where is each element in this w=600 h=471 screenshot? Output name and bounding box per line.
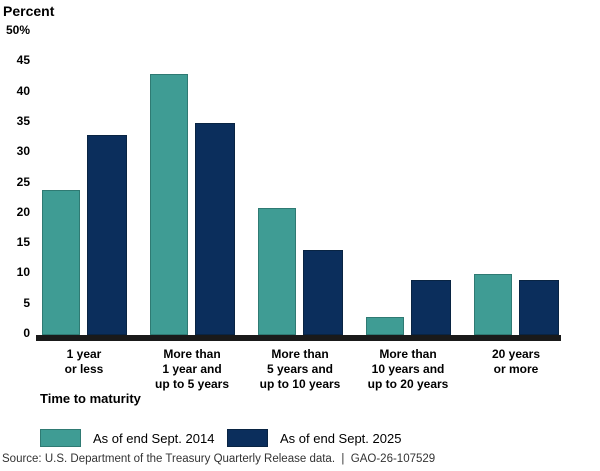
bar-sept-2014 (258, 208, 296, 335)
y-axis-title: Percent (3, 3, 55, 19)
source-note: Source: U.S. Department of the Treasury … (2, 453, 436, 465)
x-tick-label: More than 1 year and up to 5 years (132, 347, 252, 392)
y-tick-label: 50% (5, 23, 30, 37)
x-tick-label-line: 20 years (491, 347, 541, 361)
y-tick-label: 15 (16, 235, 30, 250)
legend-item: As of end Sept. 2014 (40, 429, 220, 449)
y-tick-label: 30 (16, 144, 30, 159)
bar-sept-2014 (42, 190, 80, 335)
bar-sept-2025 (195, 123, 235, 335)
x-tick-label-line: up to 5 years (154, 377, 230, 391)
x-tick-label-line: More than (379, 347, 437, 361)
bar-sept-2025 (87, 135, 127, 335)
x-tick-label-line: More than (163, 347, 221, 361)
x-tick-label-line: 10 years and (371, 362, 445, 376)
legend-label: As of end Sept. 2014 (93, 431, 215, 446)
bar-sept-2014 (366, 317, 404, 335)
y-tick-label: 45 (16, 53, 30, 68)
x-tick-label: 1 year or less (24, 347, 144, 377)
x-axis-line (36, 335, 561, 341)
bar-sept-2025 (303, 250, 343, 335)
y-tick-label: 20 (16, 204, 30, 219)
x-tick-label-line: 5 years and (266, 362, 334, 376)
x-tick-label-line: More than (271, 347, 329, 361)
legend-swatch (227, 429, 268, 447)
x-tick-label: More than 10 years and up to 20 years (348, 347, 468, 392)
x-tick-label: 20 years or more (456, 347, 576, 377)
y-tick-label: 25 (16, 174, 30, 189)
x-tick-label-line: 1 year (66, 347, 102, 361)
legend-swatch (40, 429, 81, 447)
bar-sept-2025 (519, 280, 559, 335)
y-tick-label: 10 (16, 265, 30, 280)
x-tick-label-line: or more (493, 362, 539, 376)
x-tick-label-line: or less (64, 362, 104, 376)
y-tick-label: 35 (16, 113, 30, 128)
legend-item: As of end Sept. 2025 (227, 429, 407, 449)
x-tick-label: More than 5 years and up to 10 years (240, 347, 360, 392)
bar-sept-2025 (411, 280, 451, 335)
legend-label: As of end Sept. 2025 (280, 431, 402, 446)
x-tick-label-line: 1 year and (162, 362, 222, 376)
plot-area: 0 5 10 15 20 25 30 35 40 45 50% (5, 23, 561, 341)
y-tick-label: 40 (16, 83, 30, 98)
y-tick-label: 5 (23, 295, 30, 310)
bar-sept-2014 (150, 74, 188, 335)
x-tick-label-line: up to 20 years (367, 377, 449, 391)
x-axis-title: Time to maturity (40, 391, 141, 406)
y-tick-label: 0 (23, 326, 30, 340)
x-tick-label-line: up to 10 years (259, 377, 341, 391)
bar-sept-2014 (474, 274, 512, 335)
